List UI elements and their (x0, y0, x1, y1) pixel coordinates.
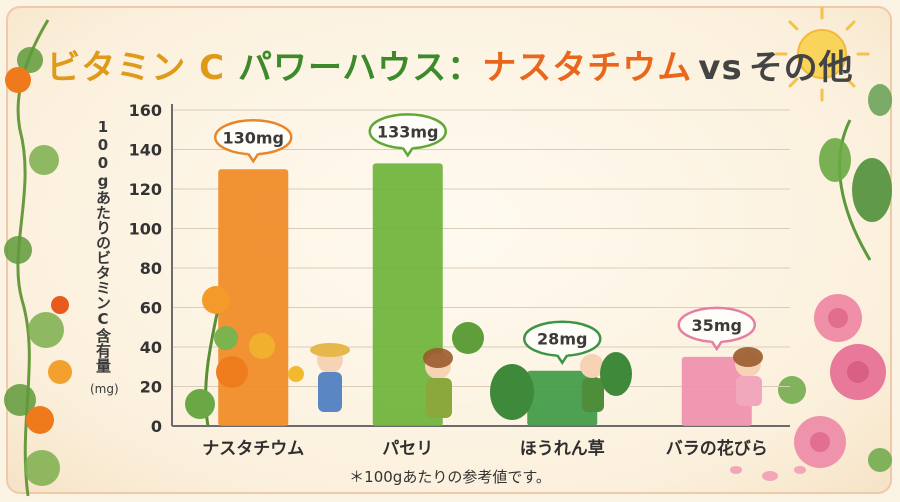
y-tick-label: 0 (151, 417, 162, 436)
nasturtium-flower-icon (48, 360, 72, 384)
y-axis-unit: (mg) (90, 382, 119, 396)
data-label: 35mg (692, 316, 742, 335)
child-figure-icon (580, 354, 604, 378)
title-part-powerhouse: パワーハウス： (237, 48, 483, 88)
sun-icon (797, 29, 847, 79)
parsley-leaf-icon (452, 322, 484, 354)
leaf-icon (214, 326, 238, 350)
leaf-icon (185, 389, 215, 419)
x-axis-categories: ナスタチウム パセリ ほうれん草 バラの花びら (202, 438, 768, 459)
decorations (4, 6, 892, 497)
petal-icon (730, 466, 742, 474)
y-tick-label: 80 (140, 259, 162, 278)
leaf-icon (24, 450, 60, 486)
y-tick-label: 120 (129, 180, 162, 199)
illustrations (185, 286, 763, 427)
petal-icon (762, 471, 778, 481)
title-part-nasturtium: ナスタチウム (482, 48, 693, 88)
title-part-vitamin: ビタミン (46, 48, 187, 88)
petal-icon (794, 466, 806, 474)
page-title: ビタミン C パワーハウス：ナスタチウム vs その他 (0, 40, 900, 89)
nasturtium-flower-icon (51, 296, 69, 314)
nasturtium-flower-icon (5, 67, 31, 93)
data-label: 28mg (537, 330, 587, 349)
leaf-icon (4, 236, 32, 264)
data-label-pointer (400, 145, 415, 158)
nasturtium-flower-icon (26, 406, 54, 434)
leaf-icon (868, 84, 892, 116)
title-part-c: C (199, 48, 226, 88)
title-part-others: その他 (748, 48, 854, 88)
y-tick-label: 20 (140, 378, 162, 397)
x-category-label: ナスタチウム (202, 439, 304, 459)
y-axis-ticks: 0 20 40 60 80 100 120 140 160 (129, 101, 162, 436)
y-tick-label: 160 (129, 101, 162, 120)
spinach-leaf-icon (600, 352, 632, 396)
y-tick-label: 100 (129, 220, 162, 239)
bar-4 (681, 356, 752, 426)
bar-3 (527, 370, 598, 426)
data-label: 130mg (222, 128, 284, 147)
x-category-label: パセリ (382, 439, 433, 459)
leaf-icon (778, 376, 806, 404)
data-labels: 130mg 133mg 28mg 35mg (214, 113, 756, 365)
y-axis-label: 100gあたりのビタミンC含有量 (94, 118, 112, 373)
y-tick-label: 60 (140, 299, 162, 318)
parsley-leaf-icon (819, 138, 851, 182)
x-category-label: バラの花びら (666, 438, 768, 459)
leaf-icon (17, 47, 43, 73)
data-label-pointer (246, 151, 261, 164)
y-tick-label: 40 (140, 338, 162, 357)
leaf-icon (4, 384, 36, 416)
leaf-icon (868, 448, 892, 472)
nasturtium-flower-icon (249, 333, 275, 359)
y-tick-label: 140 (129, 141, 162, 160)
data-label-pointer (555, 353, 570, 365)
data-label-pointer (709, 339, 724, 352)
leaf-icon (29, 145, 59, 175)
spinach-leaf-icon (852, 158, 892, 222)
title-part-vs: vs (698, 48, 743, 88)
data-label: 133mg (377, 122, 439, 141)
x-category-label: ほうれん草 (520, 439, 605, 459)
nasturtium-flower-icon (216, 356, 248, 388)
nasturtium-flower-icon (202, 286, 230, 314)
spinach-leaf-icon (490, 364, 534, 420)
footnote: ＊100gあたりの参考値です。 (349, 468, 551, 486)
leaf-icon (28, 312, 64, 348)
